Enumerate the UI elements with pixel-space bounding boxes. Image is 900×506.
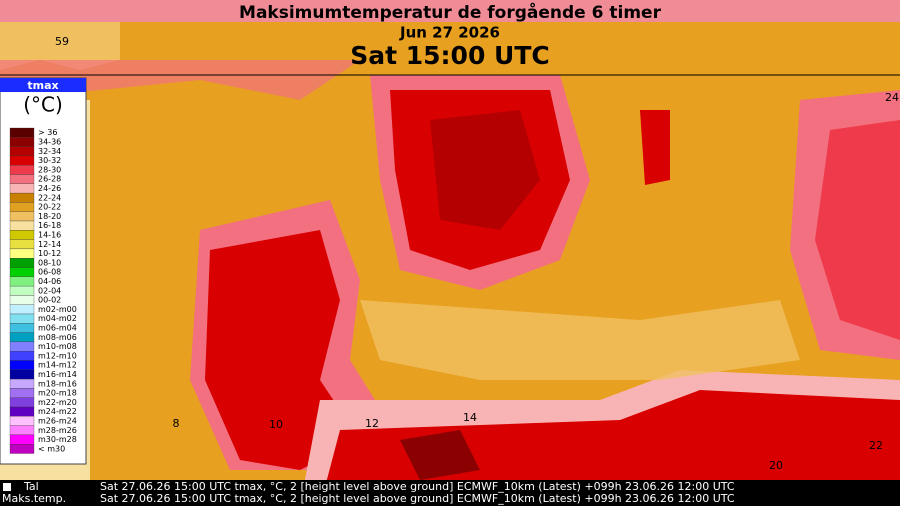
legend-swatch [9,332,35,343]
legend-label: 34-36 [38,137,61,146]
legend-swatch [9,369,35,380]
legend-swatch [9,230,35,240]
legend-label: 18-20 [38,212,61,221]
contour-label: 14 [463,411,477,424]
legend-label: m06-m04 [38,323,77,332]
legend-swatch [9,146,35,157]
contour-label: 20 [769,459,783,472]
legend-swatch [9,313,35,324]
legend-label: 20-22 [38,203,61,212]
legend: tmax (°C) > 3634-3632-3430-3228-3026-282… [0,77,87,465]
footer-label: Tal [23,480,39,493]
contour-label: 22 [869,439,883,452]
legend-label: m08-m06 [38,333,77,342]
legend-label: 32-34 [38,147,61,156]
legend-swatch [9,211,35,222]
legend-label: 12-14 [38,240,61,249]
legend-label: 24-26 [38,184,61,193]
legend-swatch [9,267,35,277]
legend-swatch [9,444,35,454]
legend-swatch [9,248,35,259]
legend-unit: (°C) [23,93,63,117]
legend-swatch [9,360,35,370]
legend-label: 00-02 [38,296,61,305]
footer-bar [0,480,900,506]
map-time: Sat 15:00 UTC [350,41,550,70]
legend-swatch [9,351,35,361]
legend-swatch [9,165,35,175]
legend-swatch [9,378,35,389]
legend-label: m20-m18 [38,389,77,398]
legend-label: 08-10 [38,258,61,267]
legend-label: m26-m24 [38,416,77,425]
legend-swatch [9,220,35,231]
legend-swatch [9,341,35,352]
legend-label: m12-m10 [38,351,77,360]
contour-label: 10 [269,418,283,431]
legend-swatch [9,174,35,184]
legend-label: 28-30 [38,165,61,174]
legend-label: m10-m08 [38,342,77,351]
legend-label: 14-16 [38,230,61,239]
legend-swatch [9,192,35,203]
contour-label: 24 [885,91,899,104]
legend-label: m24-m22 [38,407,77,416]
map-date: Jun 27 2026 [399,24,500,42]
footer-text: Sat 27.06.26 15:00 UTC tmax, °C, 2 [heig… [100,492,735,505]
legend-swatch [9,295,35,305]
legend-label: 06-08 [38,268,61,277]
legend-swatch [9,434,35,445]
legend-label: 16-18 [38,221,61,230]
legend-swatch [9,425,35,436]
contour-label: 12 [365,417,379,430]
legend-swatch [9,239,35,250]
legend-swatch [9,323,35,333]
legend-swatch [9,258,35,268]
legend-swatch [9,276,35,287]
legend-swatch [9,304,35,315]
legend-label: m22-m20 [38,398,77,407]
legend-swatch [9,397,35,408]
legend-label: m16-m14 [38,370,77,379]
footer-text: Sat 27.06.26 15:00 UTC tmax, °C, 2 [heig… [100,480,735,493]
legend-swatch [9,155,35,166]
legend-label: m04-m02 [38,314,77,323]
legend-label: m14-m12 [38,361,77,370]
footer-label: Maks.temp. [2,492,66,505]
legend-swatch [9,127,35,138]
legend-title: tmax [27,79,58,92]
legend-label: 30-32 [38,156,61,165]
legend-label: m02-m00 [38,305,77,314]
map-title: Maksimumtemperatur de forgående 6 timer [239,1,662,23]
legend-title-bar [0,78,86,92]
legend-label: 26-28 [38,175,61,184]
contour-label: 8 [173,417,180,430]
legend-label: > 36 [38,128,57,137]
legend-swatch [9,388,35,398]
legend-label: 02-04 [38,286,61,295]
legend-swatch [9,202,35,212]
legend-label: 22-24 [38,193,61,202]
legend-swatch [9,285,35,296]
legend-swatch [9,416,35,426]
footer: Tal Sat 27.06.26 15:00 UTC tmax, °C, 2 [h… [2,480,735,505]
contour-label: 59 [55,35,69,48]
legend-swatch [9,406,35,417]
legend-label: < m30 [38,444,65,453]
title-strip [0,0,900,22]
legend-label: 04-06 [38,277,61,286]
legend-label: m28-m26 [38,426,77,435]
legend-swatch [9,137,35,147]
legend-label: m18-m16 [38,379,77,388]
footer-checkbox [3,483,11,491]
legend-label: 10-12 [38,249,61,258]
legend-swatch [9,183,35,194]
legend-label: m30-m28 [38,435,77,444]
